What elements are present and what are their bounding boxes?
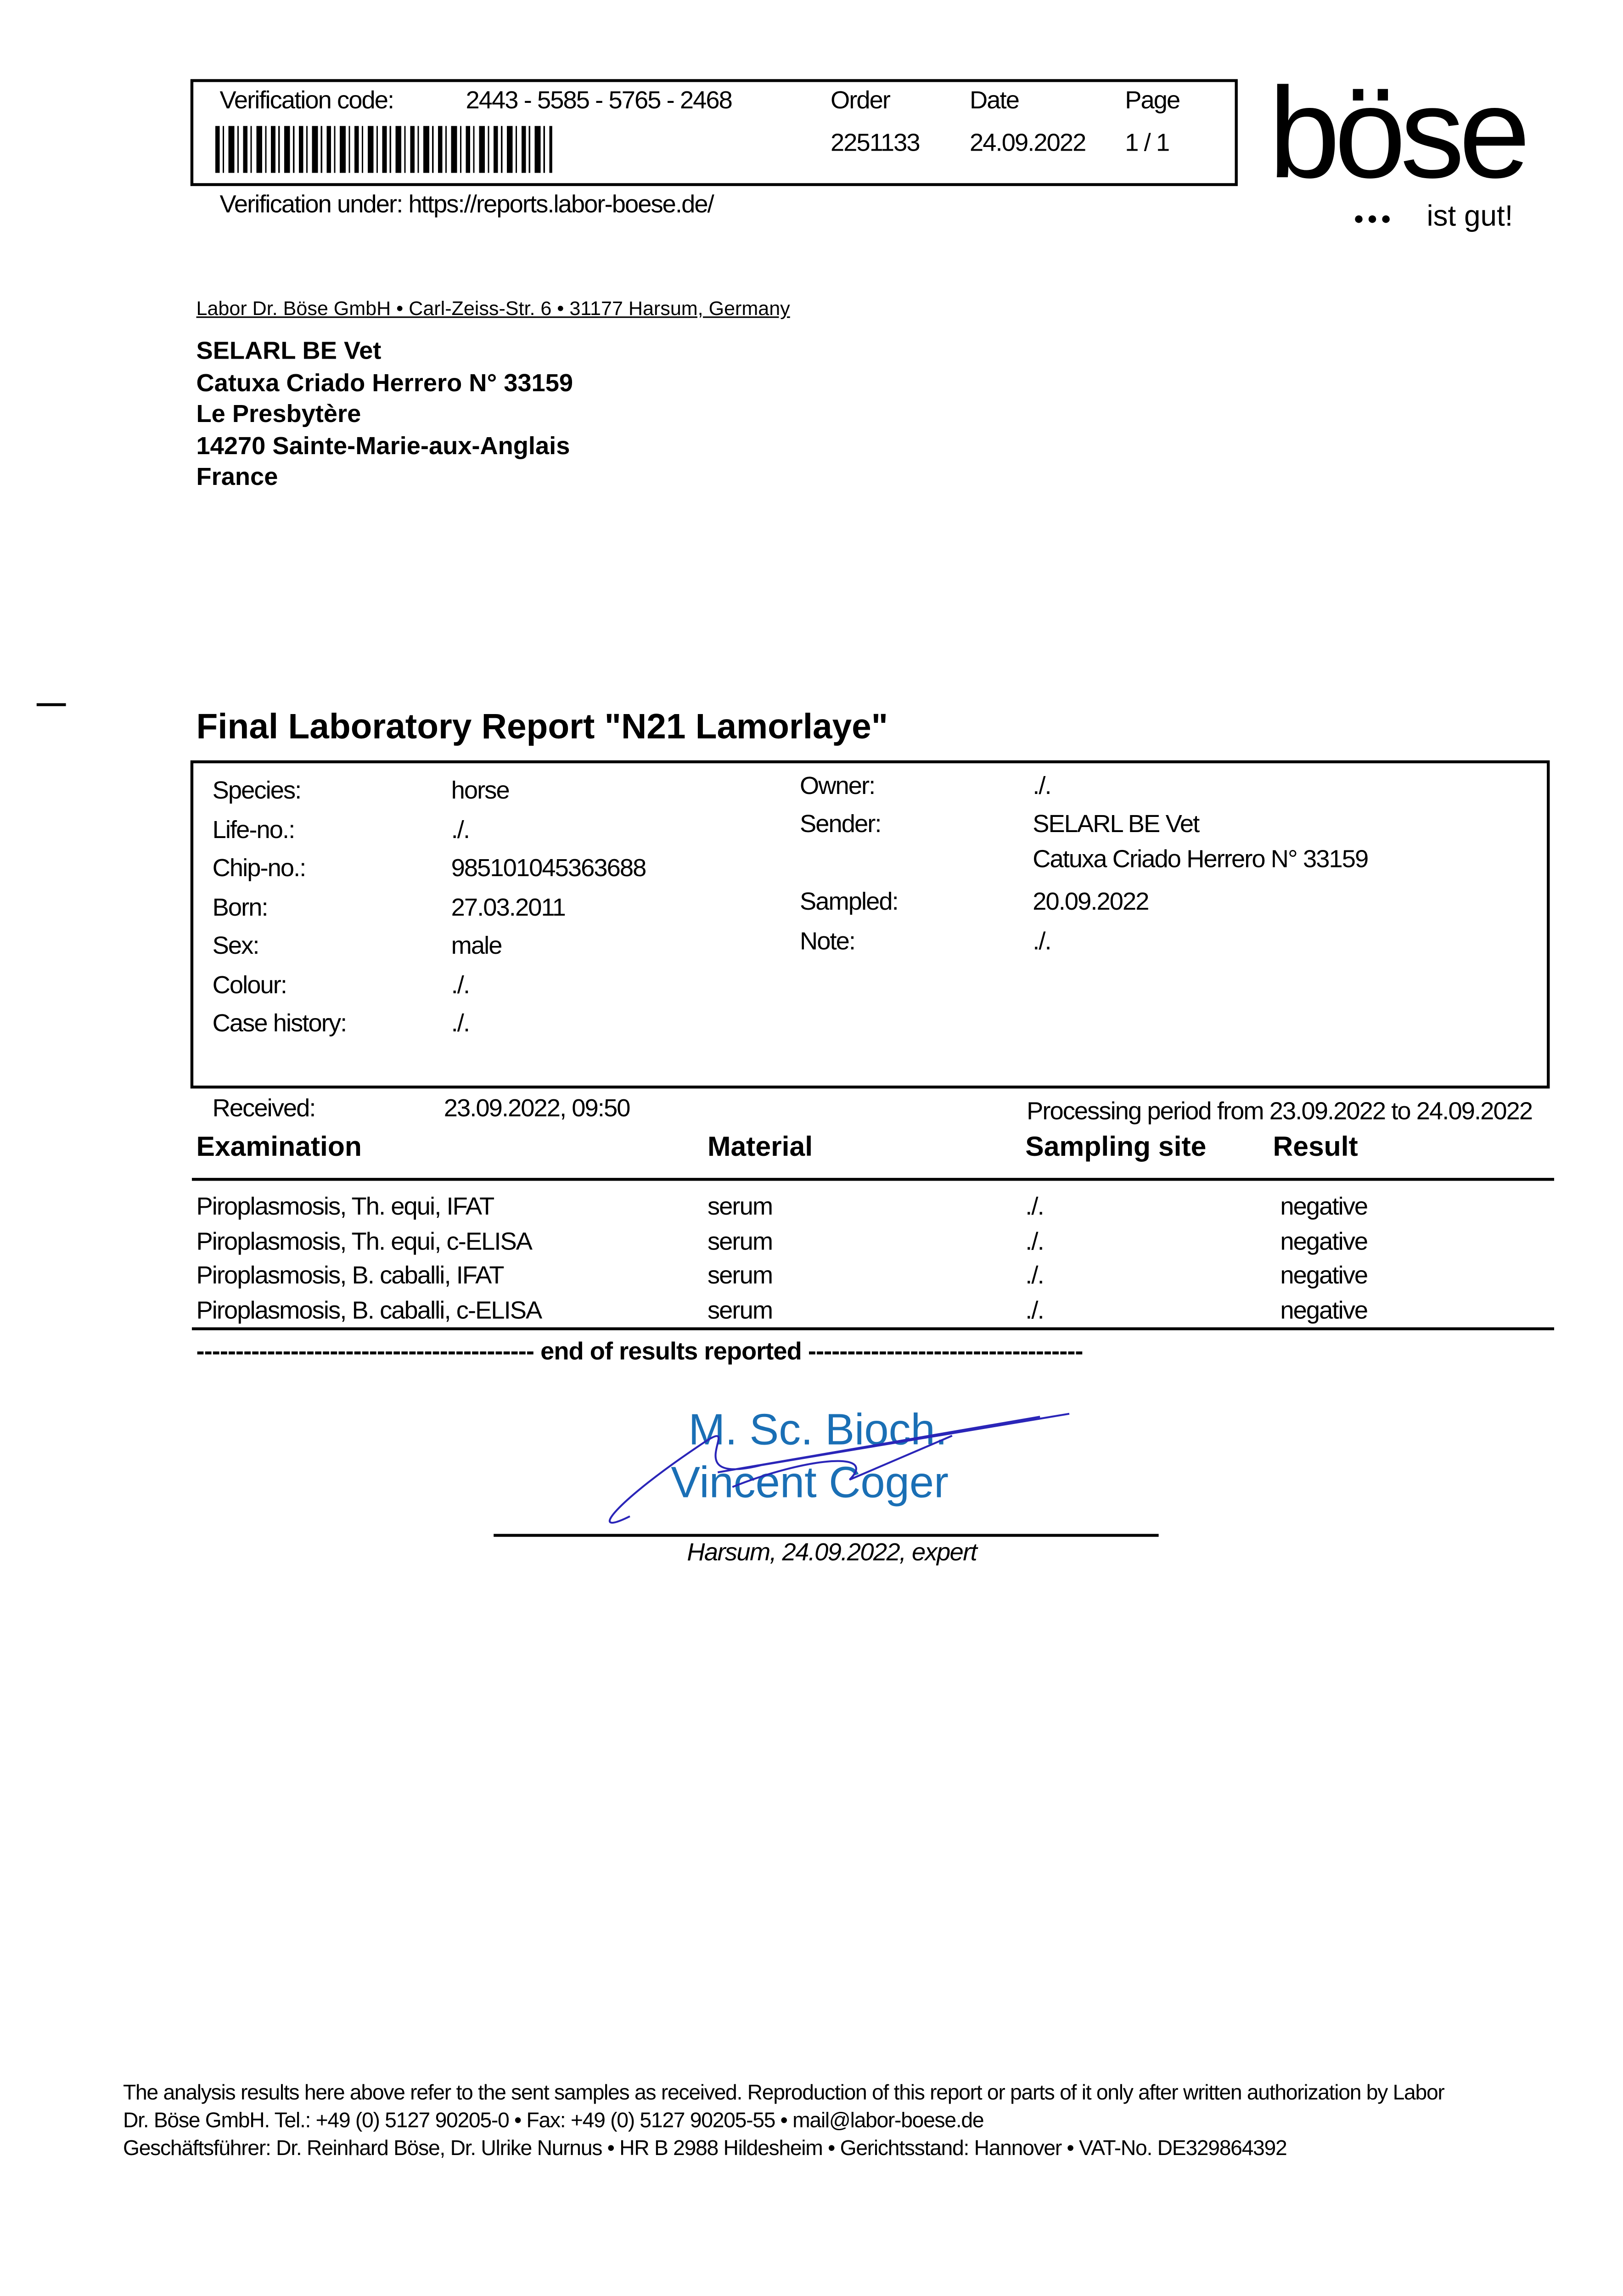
born-label: Born: xyxy=(212,893,269,921)
material-cell: serum xyxy=(707,1192,773,1221)
footer-line: The analysis results here above refer to… xyxy=(123,2082,1445,2105)
sampled-value: 20.09.2022 xyxy=(1033,888,1149,916)
result-cell: negative xyxy=(1280,1295,1368,1324)
logo-tagline: ist gut! xyxy=(1426,201,1513,233)
result-cell: negative xyxy=(1280,1261,1368,1289)
owner-value: ./. xyxy=(1033,772,1051,800)
end-of-results: ----------------------------------------… xyxy=(196,1337,1084,1366)
examination-cell: Piroplasmosis, Th. equi, IFAT xyxy=(196,1192,495,1221)
patient-values: horse ./. 985101045363688 27.03.2011 mal… xyxy=(451,772,647,1044)
signature-title: M. Sc. Bioch. xyxy=(688,1406,948,1455)
patient-labels: Species: Life-no.: Chip-no.: Born: Sex: … xyxy=(212,772,348,1044)
signature-name: Vincent Coger xyxy=(671,1459,949,1508)
sex-value: male xyxy=(451,932,503,960)
order-label: Order xyxy=(830,86,891,114)
report-title: Final Laboratory Report "N21 Lamorlaye" xyxy=(196,707,888,748)
colour-value: ./. xyxy=(451,970,470,999)
sampling-site-cell: ./. xyxy=(1025,1261,1044,1289)
species-label: Species: xyxy=(212,776,302,805)
recipient-line: SELARL BE Vet xyxy=(196,337,382,365)
footer-line: Dr. Böse GmbH. Tel.: +49 (0) 5127 90205-… xyxy=(123,2110,984,2133)
recipient-line: Catuxa Criado Herrero N° 33159 xyxy=(196,368,573,397)
examination-cell: Piroplasmosis, B. caballi, IFAT xyxy=(196,1261,505,1289)
verification-box xyxy=(190,79,1238,186)
sender-label: Sender: xyxy=(799,810,882,838)
footer-line: Geschäftsführer: Dr. Reinhard Böse, Dr. … xyxy=(123,2137,1287,2161)
footer: The analysis results here above refer to… xyxy=(123,2080,1445,2164)
table-header-rule xyxy=(191,1178,1555,1181)
sampled-label: Sampled: xyxy=(799,888,899,916)
sender-value-1: SELARL BE Vet xyxy=(1033,810,1200,838)
sender-value-2: Catuxa Criado Herrero N° 33159 xyxy=(1033,845,1369,873)
header-examination: Examination xyxy=(196,1132,362,1164)
colour-label: Colour: xyxy=(212,970,287,999)
examination-cell: Piroplasmosis, B. caballi, c-ELISA xyxy=(196,1295,543,1324)
header-material: Material xyxy=(707,1132,813,1164)
result-cell: negative xyxy=(1280,1227,1368,1255)
material-cell: serum xyxy=(707,1295,773,1324)
born-value: 27.03.2011 xyxy=(451,893,566,921)
owner-label: Owner: xyxy=(799,772,876,800)
material-cell: serum xyxy=(707,1227,773,1255)
case-history-label: Case history: xyxy=(212,1009,348,1037)
sender-address-line: Labor Dr. Böse GmbH • Carl-Zeiss-Str. 6 … xyxy=(196,297,790,320)
order-value: 2251133 xyxy=(830,129,921,157)
header-result: Result xyxy=(1273,1132,1358,1164)
result-cell: negative xyxy=(1280,1192,1368,1221)
species-value: horse xyxy=(451,776,510,805)
processing-period: Processing period from 23.09.2022 to 24.… xyxy=(1027,1097,1533,1125)
material-cell: serum xyxy=(707,1261,773,1289)
boese-logo: böse xyxy=(1268,60,1531,205)
patient-info-box xyxy=(190,760,1550,1089)
recipient-line: 14270 Sainte-Marie-aux-Anglais xyxy=(196,431,570,460)
note-value: ./. xyxy=(1033,927,1051,956)
verification-code: 2443 - 5585 - 5765 - 2468 xyxy=(466,86,733,114)
dots-icon: ●●● xyxy=(1353,208,1394,229)
examination-cell: Piroplasmosis, Th. equi, c-ELISA xyxy=(196,1227,533,1255)
received-value: 23.09.2022, 09:50 xyxy=(444,1094,631,1122)
case-history-value: ./. xyxy=(451,1009,470,1037)
recipient-line: France xyxy=(196,463,278,491)
recipient-address: SELARL BE Vet Catuxa Criado Herrero N° 3… xyxy=(197,336,573,493)
life-no-label: Life-no.: xyxy=(212,815,296,844)
verification-label: Verification code: xyxy=(219,86,395,114)
chip-no-label: Chip-no.: xyxy=(212,854,307,882)
page-label: Page xyxy=(1125,86,1180,114)
sampling-site-cell: ./. xyxy=(1025,1295,1044,1324)
page-value: 1 / 1 xyxy=(1125,129,1170,157)
barcode xyxy=(215,126,552,173)
life-no-value: ./. xyxy=(451,815,470,844)
sex-label: Sex: xyxy=(212,932,260,960)
verification-url[interactable]: Verification under: https://reports.labo… xyxy=(219,190,714,219)
date-label: Date xyxy=(970,86,1020,114)
header-sampling-site: Sampling site xyxy=(1025,1132,1207,1164)
sampling-site-cell: ./. xyxy=(1025,1192,1044,1221)
received-label: Received: xyxy=(212,1094,316,1122)
signature-line xyxy=(494,1534,1159,1537)
chip-no-value: 985101045363688 xyxy=(451,854,647,882)
table-bottom-rule xyxy=(191,1327,1555,1330)
recipient-line: Le Presbytère xyxy=(196,400,361,428)
sampling-site-cell: ./. xyxy=(1025,1227,1044,1255)
note-label: Note: xyxy=(799,927,856,956)
fold-mark xyxy=(36,703,66,706)
date-value: 24.09.2022 xyxy=(970,129,1086,157)
signature-caption: Harsum, 24.09.2022, expert xyxy=(687,1538,977,1566)
handwritten-signature xyxy=(609,1412,1070,1524)
